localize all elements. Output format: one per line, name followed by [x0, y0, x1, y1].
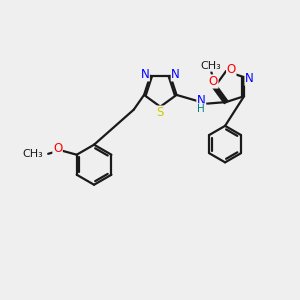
Text: CH₃: CH₃: [201, 61, 222, 71]
Text: N: N: [141, 68, 149, 81]
Text: S: S: [157, 106, 164, 119]
Text: N: N: [171, 68, 180, 81]
Text: N: N: [245, 72, 254, 85]
Text: O: O: [209, 75, 218, 88]
Text: N: N: [197, 94, 206, 106]
Text: H: H: [197, 104, 205, 114]
Text: O: O: [226, 63, 236, 76]
Text: O: O: [53, 142, 62, 155]
Text: CH₃: CH₃: [22, 149, 43, 159]
